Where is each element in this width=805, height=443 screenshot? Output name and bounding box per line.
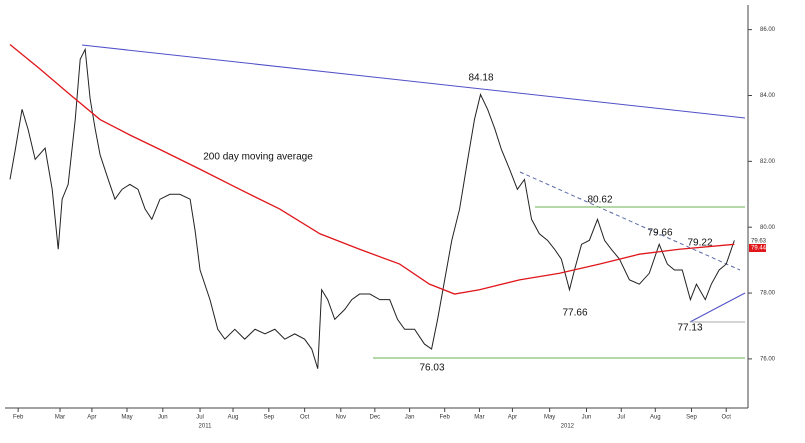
series-line (9, 47, 735, 369)
x-tick-label: Aug (228, 415, 239, 421)
x-tick-label: Mar (55, 415, 65, 421)
y-tick-label: 80.00 (760, 225, 776, 231)
annotation: 80.62 (587, 195, 612, 206)
x-tick-label: Jan (405, 415, 415, 421)
x-tick-label: Oct (722, 415, 732, 421)
annotation: 76.03 (419, 363, 444, 374)
trendline (81, 44, 746, 119)
x-tick-label: Feb (440, 415, 451, 421)
x-tick-label: Jul (196, 415, 204, 421)
y-tick-label: 76.00 (760, 356, 776, 362)
x-tick-label: Jun (582, 415, 592, 421)
last-label: 79.63 (751, 239, 767, 245)
x-tick-label: Apr (508, 415, 517, 421)
year-label: 2011 (199, 424, 213, 430)
x-tick-label: Dec (370, 415, 381, 421)
trendline (519, 171, 741, 271)
x-tick-label: Feb (13, 415, 24, 421)
y-tick-label: 78.00 (760, 291, 776, 297)
y-tick-label: 82.00 (760, 159, 776, 165)
annotation: 77.13 (677, 323, 702, 334)
annotation: 77.66 (562, 308, 587, 319)
trendline (689, 292, 746, 323)
year-label: 2012 (561, 424, 575, 430)
x-tick-label: Jun (158, 415, 168, 421)
series-line (9, 43, 735, 295)
annotation: 79.22 (687, 238, 712, 249)
last-label: 79.44 (751, 246, 767, 252)
x-tick-label: Oct (300, 415, 310, 421)
x-tick-label: Jul (617, 415, 625, 421)
x-tick-label: Mar (474, 415, 484, 421)
x-tick-label: Aug (650, 415, 661, 421)
annotation: 84.18 (468, 73, 493, 84)
x-tick-label: Sep (263, 415, 274, 421)
x-tick-label: Apr (87, 415, 96, 421)
x-tick-label: May (121, 415, 132, 421)
y-tick-label: 84.00 (760, 93, 776, 99)
y-tick-label: 86.00 (760, 27, 776, 33)
x-tick-label: Nov (335, 415, 346, 421)
x-tick-label: Sep (686, 415, 697, 421)
annotation: 200 day moving average (203, 152, 313, 163)
x-tick-label: May (544, 415, 555, 421)
price-tag (749, 244, 766, 252)
annotation: 79.66 (647, 228, 672, 239)
